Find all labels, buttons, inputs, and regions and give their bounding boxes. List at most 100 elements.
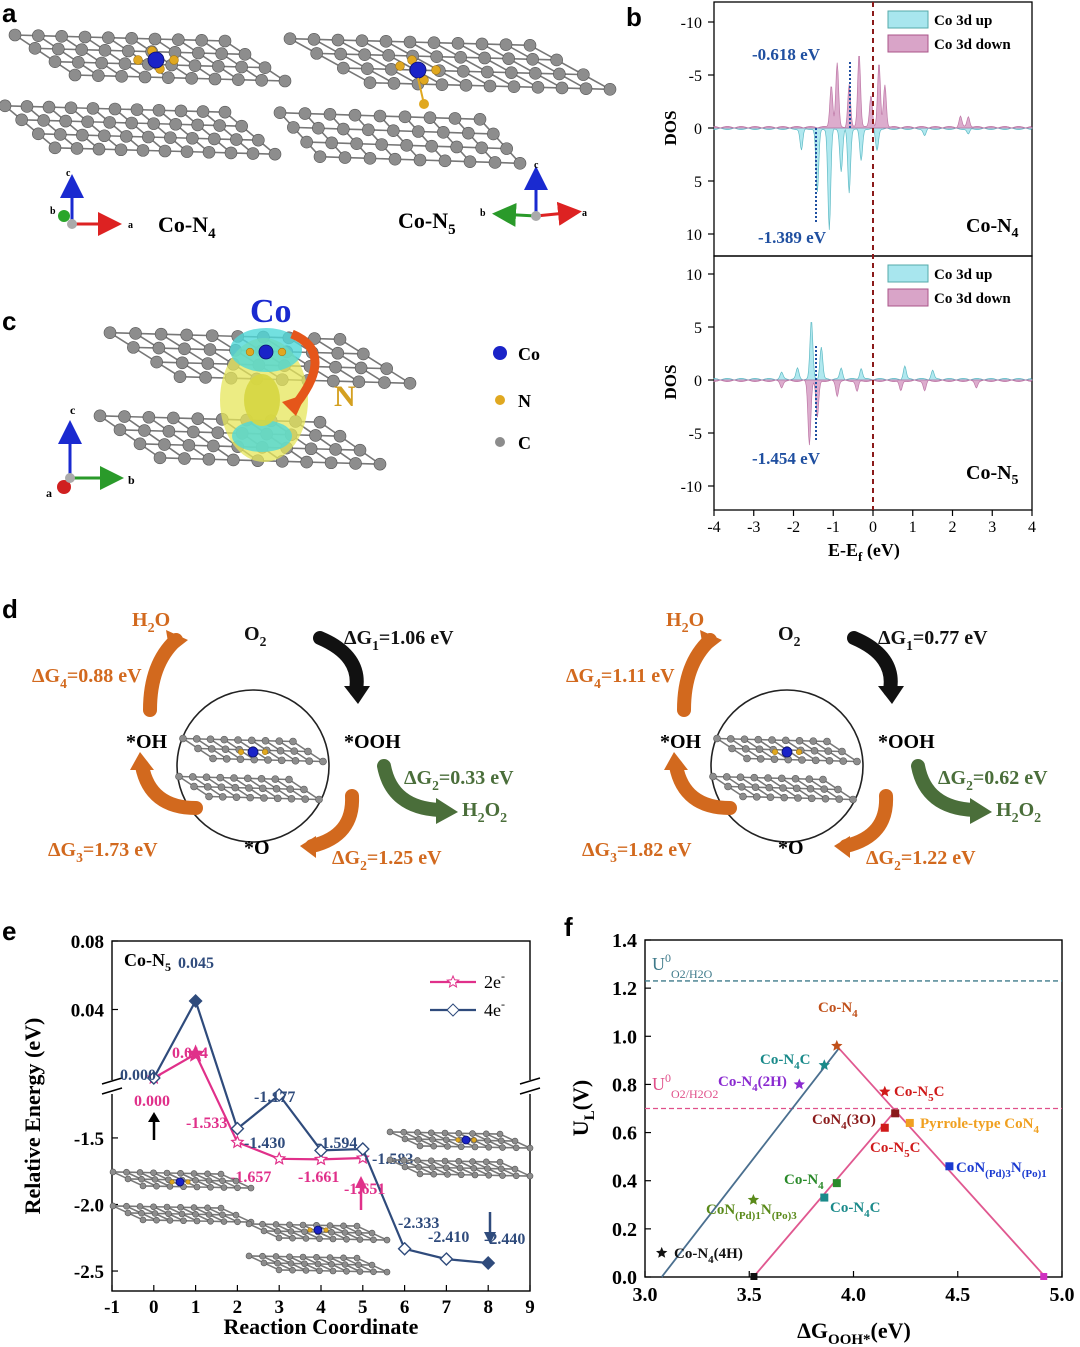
axis-a-label: a bbox=[128, 220, 133, 231]
volcano-point-label: CoN4(3O) bbox=[812, 1112, 876, 1132]
ooh-intermediate-label: *OOH bbox=[878, 731, 935, 753]
legend-2e-label: 2e- bbox=[484, 969, 505, 992]
x-tick-label: 3 bbox=[274, 1297, 284, 1318]
structure-inset-step0 bbox=[109, 1168, 255, 1226]
h2o2-product-label: H2O2 bbox=[996, 799, 1041, 826]
volcano-point-label: Co-N4(2H) bbox=[718, 1074, 787, 1094]
legend-up-label: Co 3d up bbox=[934, 13, 992, 29]
o-intermediate-label: *O bbox=[244, 837, 270, 859]
dos-co-n4-down bbox=[713, 55, 1033, 129]
dos-top-ytick: -10 bbox=[681, 15, 702, 32]
x-tick-label: -1 bbox=[104, 1297, 120, 1318]
x-tick-label: 2 bbox=[233, 1297, 243, 1318]
axis-b-label: b bbox=[128, 473, 135, 487]
legend-co: Co bbox=[518, 344, 540, 364]
catalytic-cycle-left: O2 ΔG1=1.06 eV ΔG4=0.88 eV ΔG2=0.33 eV ΔG3=1… bbox=[32, 609, 514, 873]
data-point-4e bbox=[355, 1141, 370, 1156]
cycle-arrowhead bbox=[834, 836, 850, 858]
x-tick-label: 9 bbox=[525, 1297, 535, 1318]
data-label-4e: 0.000 bbox=[120, 1067, 156, 1084]
volcano-point-label: Co-N4C bbox=[830, 1200, 881, 1220]
cycle-arrowhead bbox=[166, 630, 188, 654]
y-tick-label: -2.0 bbox=[74, 1195, 104, 1216]
panel-label-f: f bbox=[564, 912, 573, 942]
dg2-o-label: ΔG2=1.22 eV bbox=[866, 847, 976, 873]
dos-bottom-ytick: 10 bbox=[686, 267, 702, 284]
cycle-arrowhead bbox=[344, 686, 370, 704]
volcano-point bbox=[879, 1085, 891, 1097]
x-tick-label: 7 bbox=[442, 1297, 452, 1318]
legend-n: N bbox=[518, 391, 531, 411]
cycle-arrowhead bbox=[700, 630, 722, 654]
data-label-4e: -1.594 bbox=[316, 1135, 357, 1152]
panel-label-b: b bbox=[626, 2, 642, 32]
energy-legend: 2e-4e- bbox=[430, 969, 505, 1020]
axis-c-label: c bbox=[534, 160, 539, 171]
cycle-arrow bbox=[135, 759, 203, 815]
data-point-4e bbox=[481, 1256, 496, 1271]
oh-intermediate-label: *OH bbox=[126, 731, 168, 753]
series-line-2e- bbox=[153, 1052, 363, 1161]
structure-inset-step8 bbox=[386, 1128, 534, 1180]
axis-a-label: a bbox=[582, 208, 587, 219]
legend-marker-4e bbox=[446, 1003, 460, 1017]
h2o2-product-label: H2O2 bbox=[462, 799, 507, 826]
y-tick-label: 0.8 bbox=[612, 1074, 637, 1096]
axis-break-mark bbox=[519, 1087, 541, 1095]
volcano-xlabel: ΔGOOH*(eV) bbox=[797, 1318, 911, 1347]
dos-tag-co-n5: Co-N5 bbox=[966, 462, 1019, 488]
reference-label-o2-h2o: U0O2/H2O bbox=[652, 951, 713, 981]
data-label-2e: 0.014 bbox=[172, 1045, 208, 1062]
dos-ylabel-top: DOS bbox=[661, 111, 680, 146]
legend-marker-2e bbox=[446, 974, 460, 988]
y-tick-label: -2.5 bbox=[74, 1262, 104, 1283]
legend-down-label: Co 3d down bbox=[934, 291, 1011, 307]
legend-down-label: Co 3d down bbox=[934, 37, 1011, 53]
catalytic-cycle-right: O2 ΔG1=0.77 eV ΔG4=1.11 eV ΔG2=0.62 eV ΔG3=1… bbox=[566, 609, 1048, 873]
axes-triad-left: c b a bbox=[50, 168, 133, 236]
axis-break-mark bbox=[101, 1087, 123, 1095]
cycle-arrowhead bbox=[436, 798, 458, 824]
charge-density-structure-image bbox=[93, 326, 417, 471]
x-tick-label: 8 bbox=[483, 1297, 493, 1318]
ooh-intermediate-label: *OOH bbox=[344, 731, 401, 753]
dos-top-ytick: -5 bbox=[689, 68, 702, 85]
volcano-point bbox=[880, 1123, 889, 1132]
axis-break-mark bbox=[519, 1077, 541, 1085]
dg2-h2o2-label: ΔG2=0.62 eV bbox=[938, 767, 1048, 793]
structure-inset-step5 bbox=[245, 1220, 391, 1276]
x-tick-label: 4.0 bbox=[841, 1284, 866, 1306]
data-label-2e: 0.000 bbox=[134, 1093, 170, 1110]
cycle-circle bbox=[176, 689, 330, 843]
panel-label-a: a bbox=[2, 0, 17, 28]
volcano-end-marker bbox=[750, 1273, 758, 1280]
data-label-4e: 0.045 bbox=[178, 955, 214, 972]
volcano-point-label: CoN(Pd)3N(Po)1 bbox=[956, 1160, 1047, 1180]
volcano-point-label: CoN(Pd)1N(Po)3 bbox=[706, 1202, 797, 1222]
data-point-2e bbox=[272, 1151, 287, 1165]
energy-chart-title: Co-N5 bbox=[124, 950, 171, 974]
co-n4-label: Co-N4 bbox=[158, 212, 216, 242]
o2-label: O2 bbox=[244, 623, 267, 649]
cycle-arrow bbox=[313, 631, 364, 697]
data-point-4e bbox=[188, 993, 203, 1008]
axes-triad-right: c b a bbox=[480, 160, 587, 227]
dos-top-ytick: 0 bbox=[694, 121, 702, 138]
dos-bottom-ytick: -10 bbox=[681, 479, 702, 496]
y-tick-label: -1.5 bbox=[74, 1129, 104, 1150]
dos-xtick: 3 bbox=[988, 519, 996, 536]
dos-bottom-ytick: -5 bbox=[689, 426, 702, 443]
legend-4e-label: 4e- bbox=[484, 997, 505, 1020]
y-tick-label: 1.4 bbox=[612, 930, 637, 952]
volcano-point-label: Co-N5C bbox=[894, 1084, 945, 1104]
dg1-label: ΔG1=0.77 eV bbox=[878, 627, 988, 653]
data-label-4e: -2.410 bbox=[428, 1229, 469, 1246]
volcano-point-label: Pyrrole-type CoN4 bbox=[920, 1116, 1039, 1136]
volcano-point bbox=[747, 1194, 760, 1205]
volcano-point-label: Co-N5C bbox=[870, 1140, 921, 1160]
volcano-point-label: Co-N4 bbox=[818, 1000, 858, 1020]
dos-xtick: 2 bbox=[949, 519, 957, 536]
